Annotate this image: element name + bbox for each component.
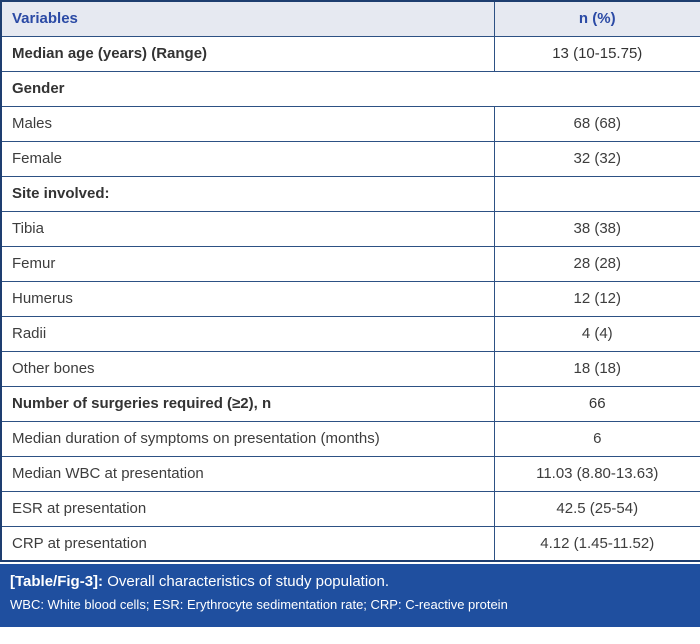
row-value bbox=[493, 175, 700, 212]
row-label: Other bones bbox=[0, 350, 495, 387]
row-value: 38 (38) bbox=[493, 210, 700, 247]
table-row: Number of surgeries required (≥2), n 66 bbox=[0, 385, 700, 422]
table-row: CRP at presentation 4.12 (1.45-11.52) bbox=[0, 525, 700, 562]
table-row: Humerus 12 (12) bbox=[0, 280, 700, 317]
caption-tag: [Table/Fig-3]: bbox=[10, 573, 104, 590]
row-label: CRP at presentation bbox=[0, 525, 495, 562]
row-label: Males bbox=[0, 105, 495, 142]
row-value: 28 (28) bbox=[493, 245, 700, 282]
table-row: Tibia 38 (38) bbox=[0, 210, 700, 247]
col-header-n-pct: n (%) bbox=[493, 0, 700, 37]
row-value: 4 (4) bbox=[493, 315, 700, 352]
row-label: Median WBC at presentation bbox=[0, 455, 495, 492]
table-row: Radii 4 (4) bbox=[0, 315, 700, 352]
table-row: Site involved: bbox=[0, 175, 700, 212]
row-label: Median duration of symptoms on presentat… bbox=[0, 420, 495, 457]
row-value: 18 (18) bbox=[493, 350, 700, 387]
row-label: ESR at presentation bbox=[0, 490, 495, 527]
row-value: 11.03 (8.80-13.63) bbox=[493, 455, 700, 492]
row-label: Female bbox=[0, 140, 495, 177]
table-row: Males 68 (68) bbox=[0, 105, 700, 142]
table-header: Variables n (%) bbox=[0, 0, 700, 37]
table-row: Median duration of symptoms on presentat… bbox=[0, 420, 700, 457]
row-value: 32 (32) bbox=[493, 140, 700, 177]
row-value: 66 bbox=[493, 385, 700, 422]
row-value: 68 (68) bbox=[493, 105, 700, 142]
figure-caption: [Table/Fig-3]: Overall characteristics o… bbox=[0, 564, 700, 627]
row-label: Radii bbox=[0, 315, 495, 352]
row-label: Median age (years) (Range) bbox=[0, 35, 495, 72]
table-row: Median age (years) (Range) 13 (10-15.75) bbox=[0, 35, 700, 72]
table-row: Femur 28 (28) bbox=[0, 245, 700, 282]
caption-abbreviations: WBC: White blood cells; ESR: Erythrocyte… bbox=[10, 597, 508, 612]
caption-text: Overall characteristics of study populat… bbox=[103, 573, 390, 590]
row-label: Humerus bbox=[0, 280, 495, 317]
table-row: Female 32 (32) bbox=[0, 140, 700, 177]
table-row: Median WBC at presentation 11.03 (8.80-13… bbox=[0, 455, 700, 492]
row-value: 42.5 (25-54) bbox=[493, 490, 700, 527]
row-value: 6 bbox=[493, 420, 700, 457]
row-label: Number of surgeries required (≥2), n bbox=[0, 385, 495, 422]
row-label: Femur bbox=[0, 245, 495, 282]
row-label: Gender bbox=[0, 70, 700, 107]
row-value: 13 (10-15.75) bbox=[493, 35, 700, 72]
row-value: 12 (12) bbox=[493, 280, 700, 317]
row-label: Site involved: bbox=[0, 175, 495, 212]
table-row: Gender bbox=[0, 70, 700, 107]
study-characteristics-table: Variables n (%) Median age (years) (Rang… bbox=[0, 0, 700, 562]
header-row: Variables n (%) bbox=[0, 0, 700, 37]
row-label: Tibia bbox=[0, 210, 495, 247]
caption-title: [Table/Fig-3]: Overall characteristics o… bbox=[10, 572, 690, 592]
col-header-variables: Variables bbox=[0, 0, 495, 37]
row-value: 4.12 (1.45-11.52) bbox=[493, 525, 700, 562]
table-row: ESR at presentation 42.5 (25-54) bbox=[0, 490, 700, 527]
table-row: Other bones 18 (18) bbox=[0, 350, 700, 387]
table-body: Median age (years) (Range) 13 (10-15.75) G… bbox=[0, 35, 700, 562]
